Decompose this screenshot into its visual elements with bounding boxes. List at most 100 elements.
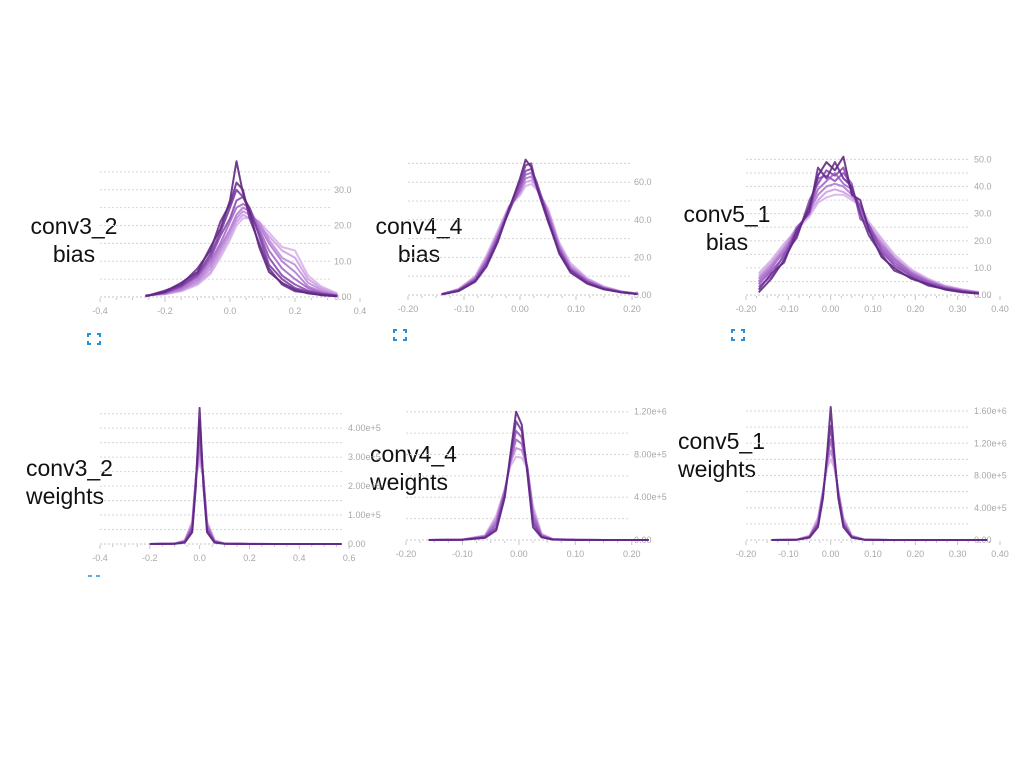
x-tick-label: 0.00	[822, 304, 840, 314]
series-line-conv3-2-bias-4	[145, 203, 338, 297]
x-tick-label: -0.20	[736, 549, 757, 559]
label-conv4-4-weights-kind: weights	[370, 469, 448, 495]
y-tick-label: 10.0	[974, 263, 992, 273]
series-line-conv5-1-weights-1	[771, 424, 988, 541]
x-tick-label: 0.4	[354, 306, 367, 316]
series-line-conv4-4-weights-0	[428, 410, 649, 541]
x-tick-label: -0.10	[778, 549, 799, 559]
x-tick-label: -0.10	[454, 304, 475, 314]
histogram-conv3-2-weights: -0.4 -0.2 0.0 0.2 0.4 0.6 0.00 1.00e+5 2.00e+5 3.…	[92, 406, 381, 563]
y-tick-label: 0.00	[974, 290, 992, 300]
y-tick-label: 50.0	[974, 154, 992, 164]
series-line-conv3-2-weights-0	[149, 406, 342, 545]
label-conv3-2-bias: conv3_2 bias	[24, 212, 124, 268]
y-tick-label: 20.0	[334, 221, 352, 231]
series-line-conv5-1-weights-4	[771, 458, 988, 541]
histogram-conv5-1-weights: -0.20 -0.10 0.00 0.10 0.20 0.30 0.400.004.00e+…	[736, 406, 1009, 559]
x-tick-label: -0.2	[157, 306, 173, 316]
series-line-conv5-1-weights-0	[771, 406, 988, 541]
x-tick-label: 0.00	[511, 304, 529, 314]
series-line-conv3-2-bias-5	[145, 206, 338, 297]
label-conv3-2-bias-layer: conv3_2	[30, 213, 118, 239]
y-tick-label: 20.0	[974, 236, 992, 246]
y-tick-label: 8.00e+5	[634, 449, 667, 459]
y-tick-label: 20.0	[634, 252, 652, 262]
label-conv4-4-bias-layer: conv4_4	[375, 213, 463, 239]
y-tick-label: 30.0	[334, 185, 352, 195]
y-tick-label: 3.00e+5	[348, 452, 381, 462]
series-line-conv4-4-bias-0	[441, 158, 638, 296]
series-line-conv5-1-bias-0	[757, 155, 979, 295]
y-tick-label: 0.00	[634, 290, 652, 300]
x-tick-label: -0.10	[778, 304, 799, 314]
x-tick-label: 0.0	[193, 553, 206, 563]
y-tick-label: 40.0	[974, 182, 992, 192]
label-conv3-2-weights-kind: weights	[26, 483, 104, 509]
label-conv3-2-weights: conv3_2 weights	[26, 454, 113, 510]
y-tick-label: 30.0	[974, 209, 992, 219]
series-line-conv3-2-weights-5	[149, 460, 342, 545]
y-tick-label: 0.00	[334, 292, 352, 302]
expand-icon[interactable]	[87, 333, 101, 345]
histogram-conv4-4-weights: -0.20 -0.10 0.00 0.10 0.200.004.00e+58.00e+5…	[396, 407, 667, 559]
expand-icon[interactable]	[731, 329, 745, 341]
series-line-conv3-2-bias-8	[145, 217, 338, 297]
x-tick-label: 0.0	[224, 306, 237, 316]
y-tick-label: 0.00	[348, 539, 366, 549]
x-tick-label: -0.2	[142, 553, 158, 563]
y-tick-label: 4.00e+5	[634, 492, 667, 502]
label-conv3-2-bias-kind: bias	[52, 241, 96, 267]
x-tick-label: 0.10	[567, 304, 585, 314]
label-conv5-1-weights-kind: weights	[678, 456, 756, 482]
x-tick-label: 0.10	[567, 549, 585, 559]
series-line-conv3-2-bias-0	[145, 160, 338, 298]
series-line-conv5-1-bias-1	[757, 161, 979, 295]
y-tick-label: 2.00e+5	[348, 481, 381, 491]
x-tick-label: 0.20	[623, 549, 641, 559]
series-line-conv3-2-weights-2	[149, 430, 342, 545]
y-tick-label: 40.0	[634, 215, 652, 225]
series-line-conv3-2-bias-6	[145, 210, 338, 297]
series-line-conv4-4-bias-1	[441, 162, 638, 296]
label-conv3-2-weights-layer: conv3_2	[26, 455, 113, 481]
x-tick-label: 0.4	[293, 553, 306, 563]
y-tick-label: 60.0	[634, 177, 652, 187]
series-line-conv3-2-weights-4	[149, 451, 342, 545]
series-line-conv5-1-weights-3	[771, 449, 988, 541]
y-tick-label: 10.0	[334, 256, 352, 266]
x-tick-label: 0.6	[343, 553, 356, 563]
series-line-conv3-2-weights-3	[149, 441, 342, 545]
x-tick-label: 0.20	[623, 304, 641, 314]
label-conv5-1-weights-layer: conv5_1	[678, 428, 765, 454]
y-tick-label: 1.60e+6	[974, 406, 1007, 416]
x-tick-label: -0.10	[452, 549, 473, 559]
expand-icon[interactable]	[393, 329, 407, 341]
y-tick-label: 1.20e+6	[974, 438, 1007, 448]
series-line-conv3-2-bias-7	[145, 213, 338, 297]
x-tick-label: 0.00	[822, 549, 840, 559]
series-line-conv3-2-bias-2	[145, 188, 338, 297]
histogram-conv3-2-bias: -0.4 -0.2 0.0 0.2 0.40.00 10.0 20.0 30.0	[92, 160, 366, 316]
label-conv5-1-bias: conv5_1 bias	[676, 200, 778, 256]
x-tick-label: 0.40	[991, 549, 1009, 559]
x-tick-label: 0.40	[991, 304, 1009, 314]
x-tick-label: 0.20	[907, 304, 925, 314]
label-conv5-1-bias-kind: bias	[705, 229, 749, 255]
y-tick-label: 1.20e+6	[634, 407, 667, 417]
x-tick-label: 0.30	[949, 304, 967, 314]
x-tick-label: -0.20	[398, 304, 419, 314]
y-tick-label: 1.00e+5	[348, 510, 381, 520]
histogram-conv5-1-bias: -0.20 -0.10 0.00 0.10 0.20 0.30 0.40 0.00 10.0 20…	[736, 154, 1009, 314]
y-tick-label: 8.00e+5	[974, 471, 1007, 481]
series-line-conv3-2-weights-1	[149, 418, 342, 545]
series-line-conv5-1-weights-2	[771, 438, 988, 541]
series-line-conv5-1-bias-3	[757, 172, 979, 295]
y-tick-label: 4.00e+5	[348, 423, 381, 433]
series-line-conv4-4-bias-2	[441, 168, 638, 296]
label-conv4-4-bias-kind: bias	[397, 241, 441, 267]
x-tick-label: -0.20	[396, 549, 417, 559]
x-tick-label: -0.4	[92, 553, 108, 563]
x-tick-label: 0.10	[864, 304, 882, 314]
expand-icon[interactable]	[87, 575, 101, 579]
label-conv4-4-bias: conv4_4 bias	[368, 212, 470, 268]
